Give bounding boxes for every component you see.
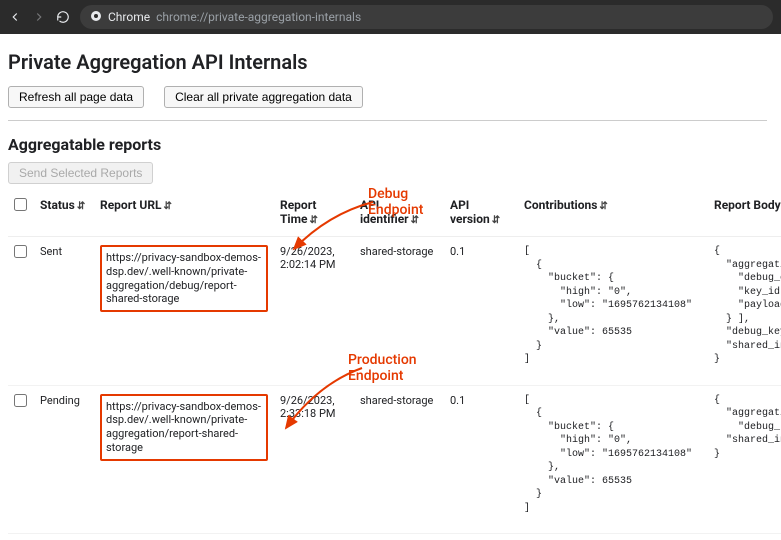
clear-button[interactable]: Clear all private aggregation data: [164, 86, 363, 108]
col-api-version[interactable]: API version⇵: [444, 192, 518, 237]
cell-time: 9/26/2023, 2:02:14 PM: [274, 237, 354, 386]
col-contributions[interactable]: Contributions⇵: [518, 192, 708, 237]
cell-api-ver: 0.1: [444, 385, 518, 534]
col-api-identifier[interactable]: API identifier⇵: [354, 192, 444, 237]
sort-icon: ⇵: [599, 201, 607, 212]
cell-url: https://privacy-sandbox-demos-dsp.dev/.w…: [94, 385, 274, 534]
section-title: Aggregatable reports: [8, 135, 767, 154]
page-title: Private Aggregation API Internals: [8, 50, 767, 74]
cell-body: { "aggregatio "debug_c "key_id" "payload…: [708, 237, 781, 386]
col-status[interactable]: Status⇵: [34, 192, 94, 237]
cell-api-id: shared-storage: [354, 385, 444, 534]
action-buttons: Refresh all page data Clear all private …: [8, 86, 767, 108]
contrib-json: [ { "bucket": { "high": "0", "low": "169…: [524, 394, 702, 516]
cell-contrib: [ { "bucket": { "high": "0", "low": "169…: [518, 385, 708, 534]
select-all-checkbox[interactable]: [14, 198, 27, 211]
table-header-row: Status⇵ Report URL⇵ Report Time⇵ API ide…: [8, 192, 781, 237]
sort-icon: ⇵: [492, 215, 500, 226]
address-bar[interactable]: Chrome chrome://private-aggregation-inte…: [80, 5, 773, 29]
cell-body: { "aggregatio "debug_key" "shared_inf }: [708, 385, 781, 534]
body-json: { "aggregatio "debug_c "key_id" "payload…: [714, 245, 781, 367]
col-report-body[interactable]: Report Body⇵: [708, 192, 781, 237]
reports-grid: Status⇵ Report URL⇵ Report Time⇵ API ide…: [8, 192, 767, 534]
cell-url: https://privacy-sandbox-demos-dsp.dev/.w…: [94, 237, 274, 386]
cell-contrib: [ { "bucket": { "high": "0", "low": "169…: [518, 237, 708, 386]
address-app-label: Chrome: [108, 10, 150, 24]
address-url: chrome://private-aggregation-internals: [156, 10, 361, 24]
chrome-logo-icon: [90, 10, 102, 25]
reports-table: Status⇵ Report URL⇵ Report Time⇵ API ide…: [8, 192, 781, 534]
row-checkbox[interactable]: [14, 394, 27, 407]
browser-toolbar: Chrome chrome://private-aggregation-inte…: [0, 0, 781, 34]
contrib-json: [ { "bucket": { "high": "0", "low": "169…: [524, 245, 702, 367]
row-checkbox[interactable]: [14, 245, 27, 258]
debug-url-box: https://privacy-sandbox-demos-dsp.dev/.w…: [100, 245, 268, 312]
cell-status: Sent: [34, 237, 94, 386]
sort-icon: ⇵: [77, 201, 85, 212]
divider: [8, 120, 767, 121]
cell-api-id: shared-storage: [354, 237, 444, 386]
forward-icon[interactable]: [32, 10, 46, 24]
sort-icon: ⇵: [411, 215, 419, 226]
back-icon[interactable]: [8, 10, 22, 24]
col-report-url[interactable]: Report URL⇵: [94, 192, 274, 237]
col-checkbox[interactable]: [8, 192, 34, 237]
table-row: Pending https://privacy-sandbox-demos-ds…: [8, 385, 781, 534]
send-selected-button[interactable]: Send Selected Reports: [8, 162, 153, 184]
col-report-time[interactable]: Report Time⇵: [274, 192, 354, 237]
cell-time: 9/26/2023, 2:33:18 PM: [274, 385, 354, 534]
page-body: Private Aggregation API Internals Refres…: [0, 34, 781, 534]
cell-status: Pending: [34, 385, 94, 534]
body-json: { "aggregatio "debug_key" "shared_inf }: [714, 394, 781, 462]
refresh-button[interactable]: Refresh all page data: [8, 86, 144, 108]
prod-url-box: https://privacy-sandbox-demos-dsp.dev/.w…: [100, 394, 268, 461]
sort-icon: ⇵: [164, 201, 172, 212]
sort-icon: ⇵: [310, 215, 318, 226]
table-row: Sent https://privacy-sandbox-demos-dsp.d…: [8, 237, 781, 386]
reload-icon[interactable]: [56, 10, 70, 24]
cell-api-ver: 0.1: [444, 237, 518, 386]
